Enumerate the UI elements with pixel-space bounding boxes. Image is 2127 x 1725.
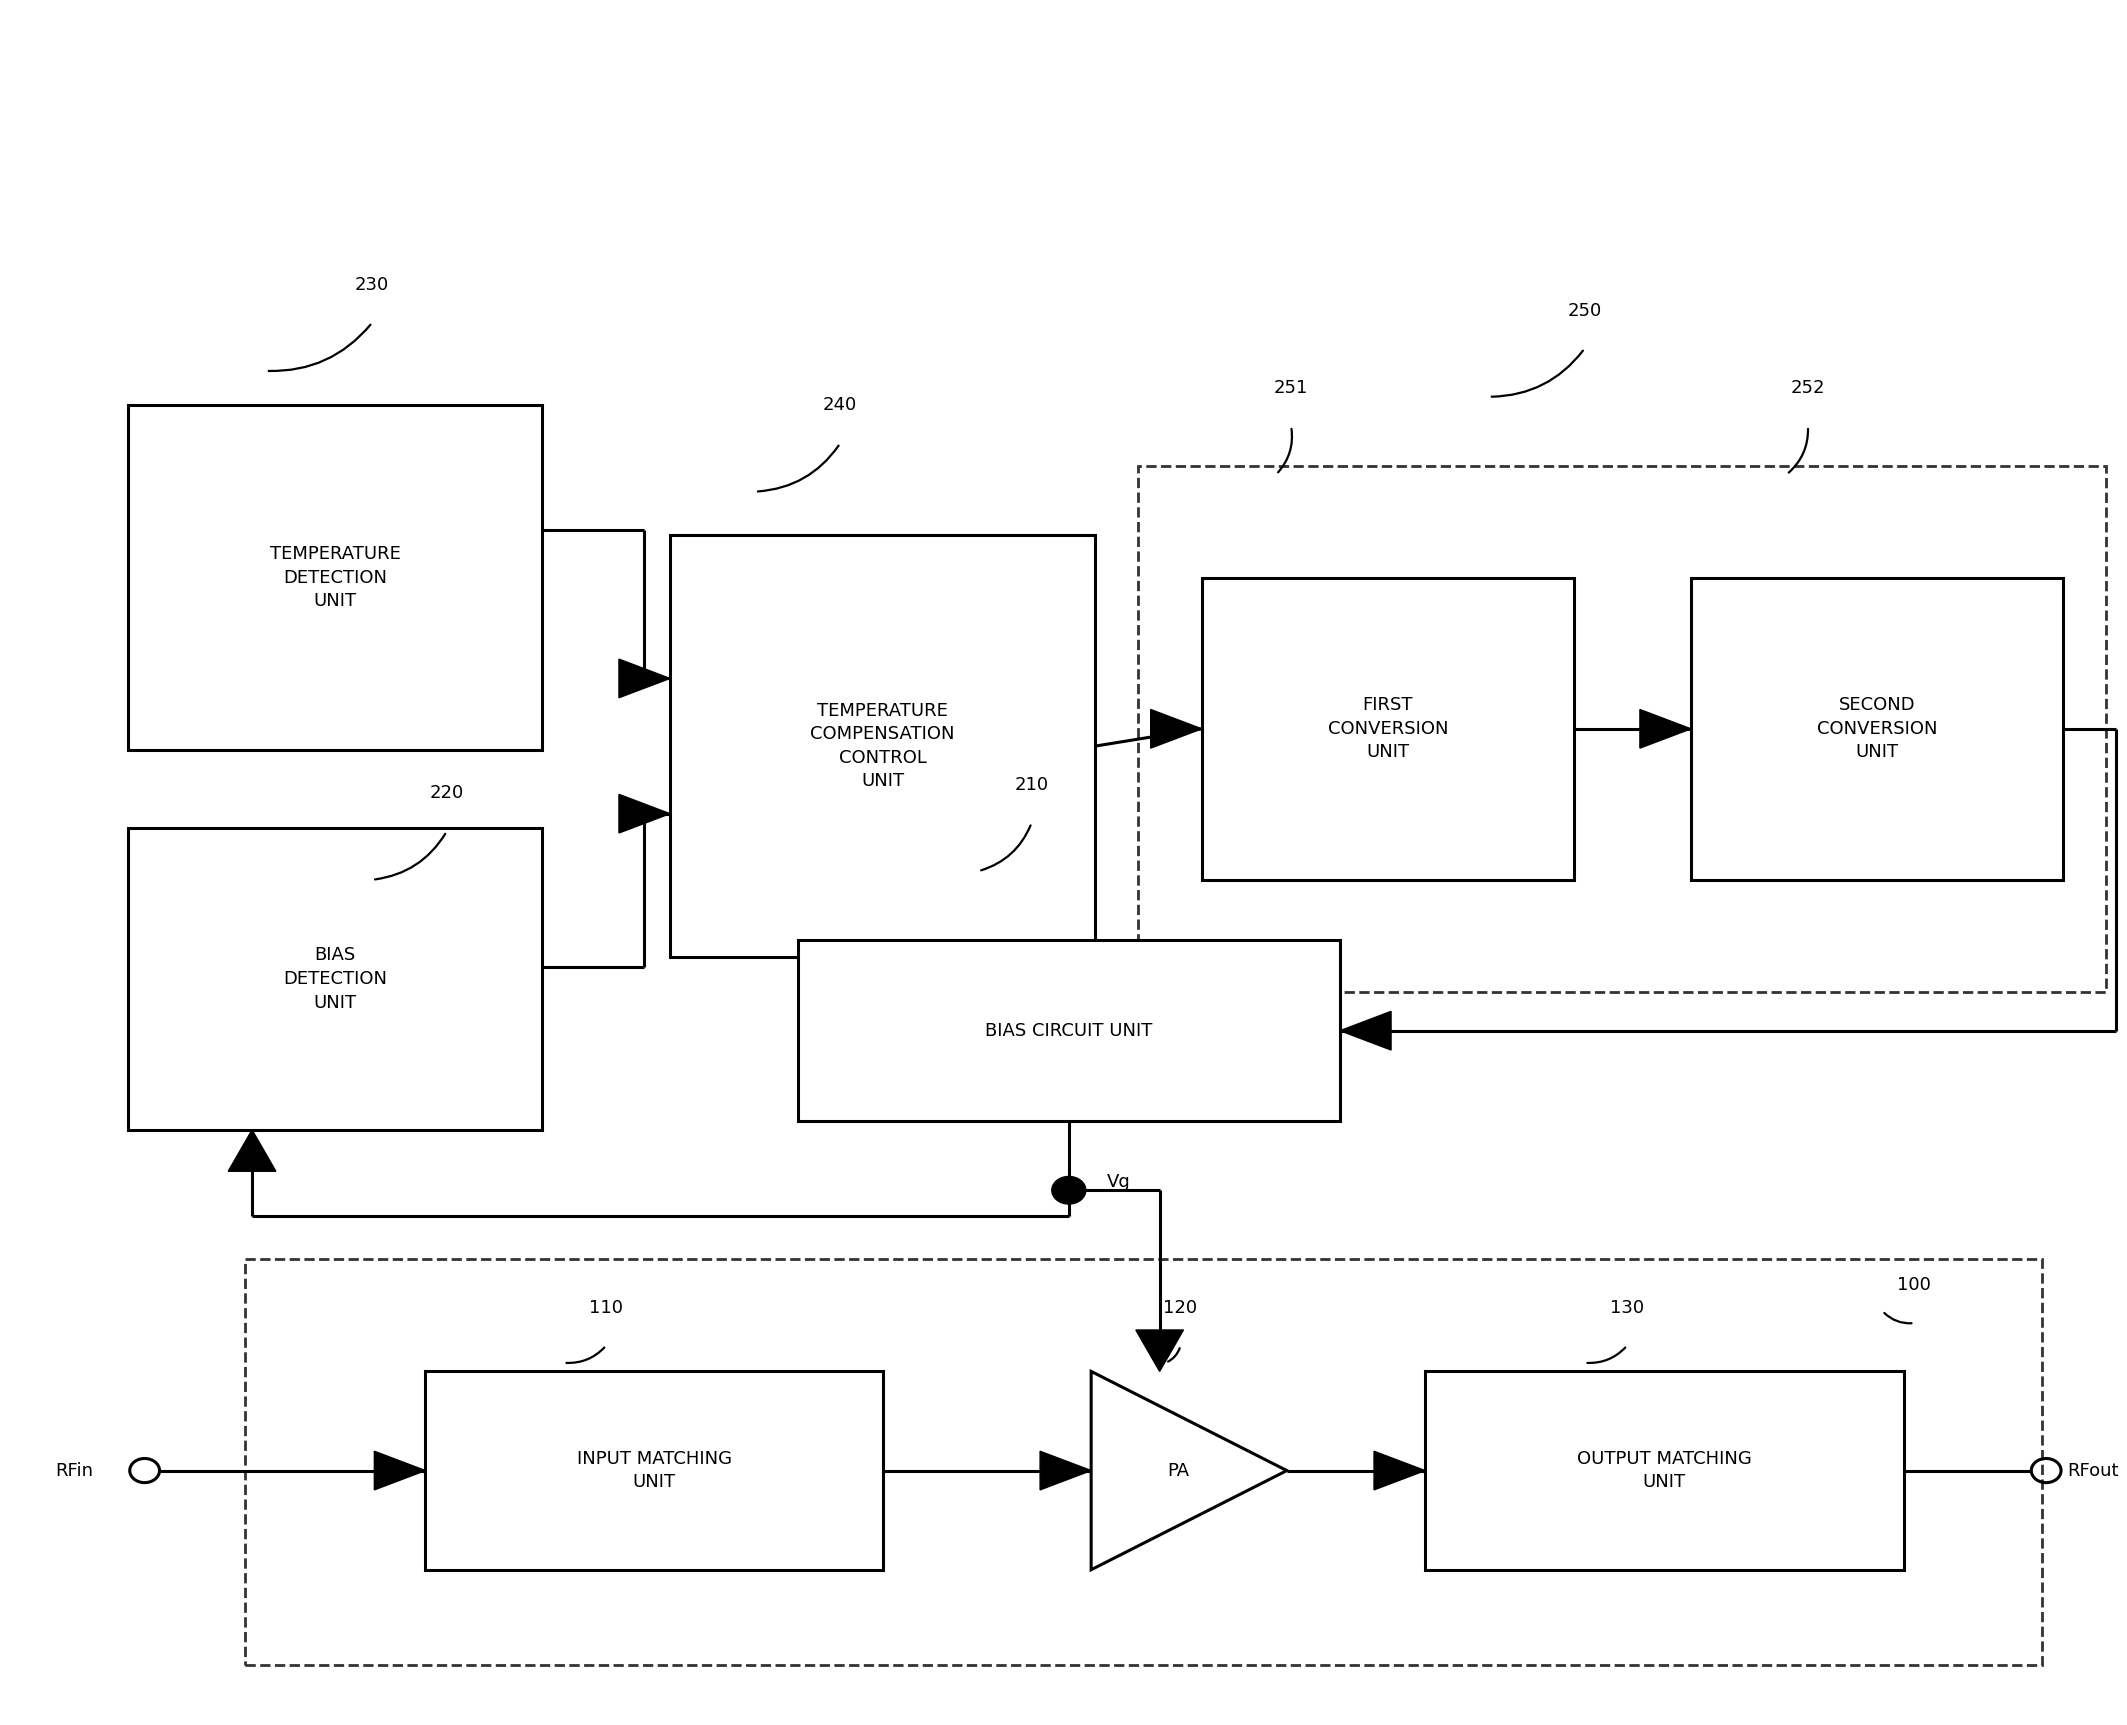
Polygon shape	[1136, 1330, 1183, 1371]
Text: RFin: RFin	[55, 1461, 94, 1480]
Polygon shape	[619, 659, 670, 699]
Bar	[1425, 1371, 1904, 1570]
Bar	[128, 828, 542, 1130]
Polygon shape	[1374, 1451, 1425, 1490]
Text: 210: 210	[1015, 776, 1049, 794]
Text: RFout: RFout	[2067, 1461, 2118, 1480]
Text: BIAS
DETECTION
UNIT: BIAS DETECTION UNIT	[283, 947, 387, 1011]
Polygon shape	[228, 1130, 277, 1171]
Text: 100: 100	[1897, 1276, 1931, 1294]
Bar	[245, 1259, 2042, 1665]
Text: 130: 130	[1610, 1299, 1644, 1316]
Text: TEMPERATURE
COMPENSATION
CONTROL
UNIT: TEMPERATURE COMPENSATION CONTROL UNIT	[810, 702, 955, 790]
Bar	[1202, 578, 1574, 880]
Polygon shape	[374, 1451, 425, 1490]
Bar	[670, 535, 1095, 957]
Polygon shape	[1151, 709, 1202, 749]
Bar	[798, 940, 1340, 1121]
Bar	[425, 1371, 883, 1570]
Polygon shape	[1640, 709, 1691, 749]
Text: 240: 240	[823, 397, 857, 414]
Text: PA: PA	[1168, 1461, 1189, 1480]
Text: 230: 230	[355, 276, 389, 293]
Bar	[128, 405, 542, 750]
Text: 220: 220	[430, 785, 464, 802]
Text: Vg: Vg	[1106, 1173, 1132, 1190]
Polygon shape	[1340, 1011, 1391, 1051]
Text: SECOND
CONVERSION
UNIT: SECOND CONVERSION UNIT	[1816, 697, 1938, 761]
Text: BIAS CIRCUIT UNIT: BIAS CIRCUIT UNIT	[985, 1021, 1153, 1040]
Polygon shape	[619, 794, 670, 833]
Bar	[1138, 466, 2106, 992]
Text: INPUT MATCHING
UNIT: INPUT MATCHING UNIT	[576, 1449, 732, 1492]
Text: 251: 251	[1274, 380, 1308, 397]
Text: FIRST
CONVERSION
UNIT: FIRST CONVERSION UNIT	[1327, 697, 1448, 761]
Bar	[1691, 578, 2063, 880]
Text: 110: 110	[589, 1299, 623, 1316]
Text: 252: 252	[1791, 380, 1825, 397]
Text: 120: 120	[1163, 1299, 1198, 1316]
Polygon shape	[1091, 1371, 1287, 1570]
Text: TEMPERATURE
DETECTION
UNIT: TEMPERATURE DETECTION UNIT	[270, 545, 400, 611]
Text: 250: 250	[1568, 302, 1602, 319]
Circle shape	[1051, 1176, 1085, 1204]
Polygon shape	[1040, 1451, 1091, 1490]
Text: OUTPUT MATCHING
UNIT: OUTPUT MATCHING UNIT	[1576, 1449, 1753, 1492]
